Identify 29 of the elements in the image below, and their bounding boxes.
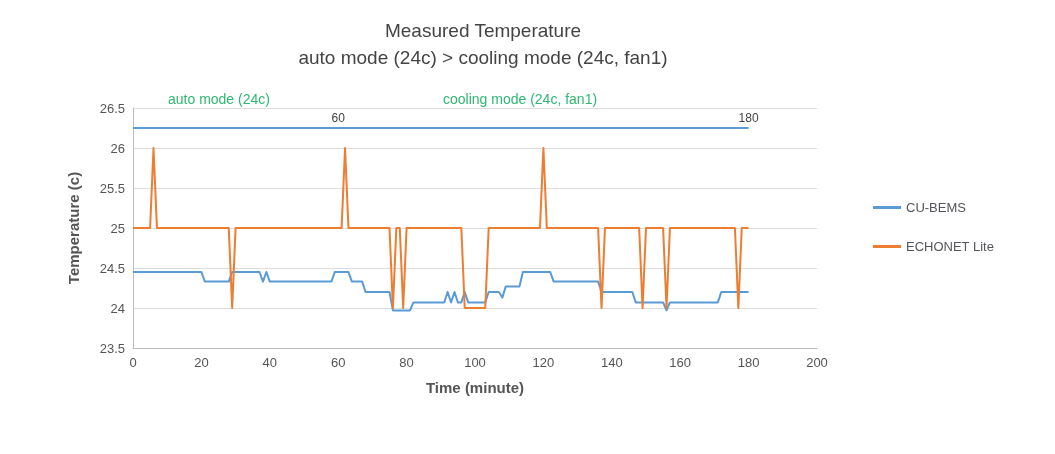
y-tick-label: 26.5 xyxy=(99,100,125,116)
x-tick-label: 140 xyxy=(600,355,623,370)
x-tick-label: 80 xyxy=(399,355,414,370)
y-tick-label: 24 xyxy=(110,300,125,316)
y-tick-label: 26 xyxy=(110,140,125,156)
x-axis-title: Time (minute) xyxy=(425,379,525,396)
x-tick-label: 160 xyxy=(669,355,692,370)
x-tick-label: 100 xyxy=(464,355,486,370)
x-tick-label: 180 xyxy=(737,355,760,370)
legend-label: ECHONET Lite xyxy=(906,239,994,254)
line-series xyxy=(132,271,750,312)
y-tick-label: 25 xyxy=(110,220,125,236)
x-tick-label: 200 xyxy=(806,355,828,370)
y-tick-label: 23.5 xyxy=(99,340,125,356)
y-tick-label: 25.5 xyxy=(99,180,125,196)
x-tick-label: 0 xyxy=(129,355,137,370)
chart-subtitle: auto mode (24c) > cooling mode (24c, fan1) xyxy=(298,47,668,68)
y-axis-title: Temperature (c) xyxy=(65,171,82,285)
x-tick-label: 20 xyxy=(194,355,209,370)
y-tick-label: 24.5 xyxy=(99,260,125,276)
text: auto mode (24c) xyxy=(168,91,270,107)
text: cooling mode (24c, fan1) xyxy=(443,91,598,107)
x-tick-label: 40 xyxy=(262,355,278,370)
x-tick-label: 120 xyxy=(532,355,555,370)
chart-title: Measured Temperature xyxy=(384,20,582,41)
x-tick-label: 60 xyxy=(330,355,346,370)
annotation: 180 xyxy=(738,111,759,125)
annotation: 60 xyxy=(331,111,346,125)
legend-label: CU-BEMS xyxy=(906,200,967,215)
